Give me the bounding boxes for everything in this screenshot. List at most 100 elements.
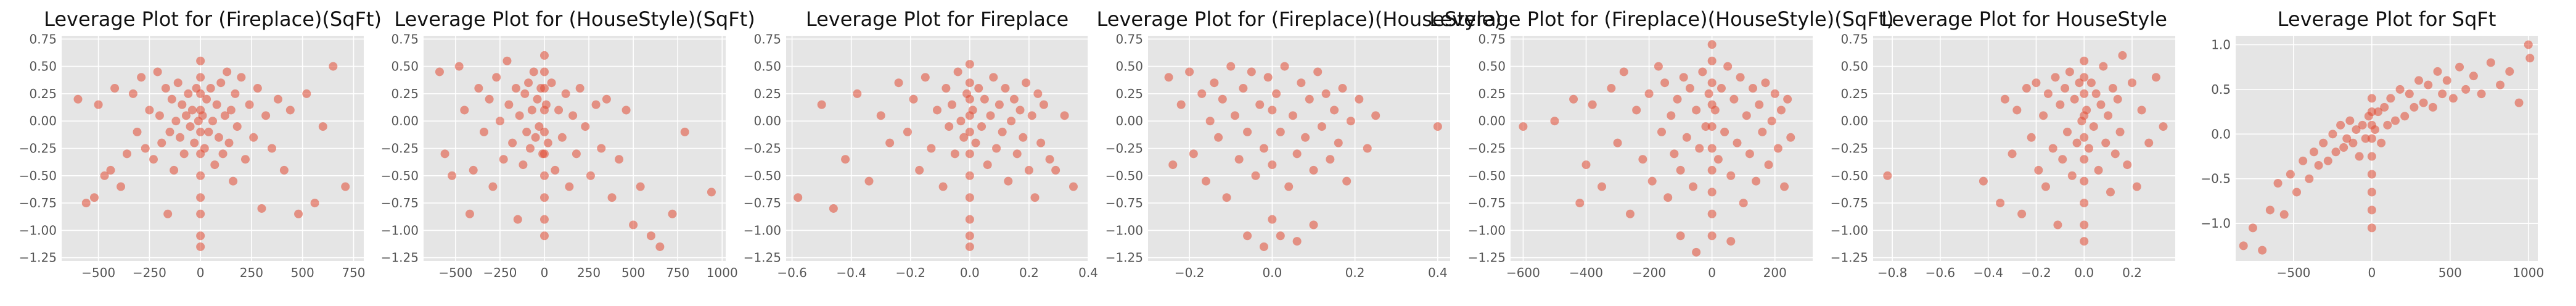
data-point xyxy=(2080,176,2089,186)
data-point xyxy=(2110,149,2120,159)
y-tick-label: 0.00 xyxy=(753,114,781,128)
data-point xyxy=(2043,89,2053,98)
data-point xyxy=(540,149,549,159)
data-point xyxy=(965,215,974,224)
data-point xyxy=(2008,149,2017,159)
data-point xyxy=(2080,89,2089,98)
data-point xyxy=(1247,67,1256,76)
data-point xyxy=(2358,120,2367,130)
data-point xyxy=(1301,133,1310,142)
data-point xyxy=(965,127,974,136)
data-point xyxy=(220,111,229,120)
chart-title: Leverage Plot for SqFt xyxy=(2278,7,2496,31)
data-point xyxy=(1305,94,1314,104)
data-point xyxy=(519,160,528,170)
data-point xyxy=(1338,84,1347,93)
data-point xyxy=(1698,67,1707,76)
y-tick-label: 0.00 xyxy=(391,114,419,128)
data-point xyxy=(1355,94,1364,104)
data-point xyxy=(2299,156,2308,165)
data-point xyxy=(1598,182,1607,191)
data-point xyxy=(223,67,232,76)
y-tick-label: −0.75 xyxy=(744,196,781,210)
data-point xyxy=(1654,62,1663,71)
data-point xyxy=(1045,155,1054,164)
data-points xyxy=(435,51,716,251)
y-tick-label: −0.5 xyxy=(2201,172,2231,186)
data-point xyxy=(2080,155,2089,164)
data-point xyxy=(196,193,205,202)
data-point xyxy=(1039,100,1048,109)
data-point xyxy=(575,84,585,93)
data-point xyxy=(1346,117,1355,126)
data-point xyxy=(1268,105,1277,115)
plot-area xyxy=(2236,36,2538,261)
data-point xyxy=(707,188,716,197)
data-point xyxy=(841,155,850,164)
data-point xyxy=(149,155,158,164)
data-point xyxy=(2355,152,2364,161)
data-point xyxy=(1742,111,1751,120)
x-tick-label: 0.0 xyxy=(960,265,980,280)
data-point xyxy=(817,100,826,109)
data-point xyxy=(2070,94,2079,104)
data-point xyxy=(1019,133,1028,142)
data-point xyxy=(81,199,91,208)
data-point xyxy=(2265,205,2275,215)
y-tick-label: −0.25 xyxy=(1831,141,1868,156)
x-tick-label: 250 xyxy=(577,265,601,280)
y-tick-label: 0.75 xyxy=(1478,31,1506,46)
data-point xyxy=(1168,160,1178,170)
data-point xyxy=(200,144,209,153)
data-point xyxy=(181,111,191,120)
data-point xyxy=(2099,62,2108,71)
x-tick-label: −500 xyxy=(438,265,472,280)
data-point xyxy=(341,182,350,191)
data-point xyxy=(794,193,803,202)
data-point xyxy=(1342,176,1352,186)
data-point xyxy=(565,182,574,191)
data-point xyxy=(2438,89,2447,99)
data-point xyxy=(1259,144,1268,153)
data-point xyxy=(196,209,205,218)
x-tick-label: 750 xyxy=(666,265,689,280)
x-tick-label: −400 xyxy=(1569,265,1603,280)
data-point xyxy=(460,105,469,115)
x-tick-label: −250 xyxy=(133,265,166,280)
y-tick-label: 0.50 xyxy=(1840,59,1868,74)
data-point xyxy=(1210,78,1219,88)
data-point xyxy=(145,105,154,115)
data-point xyxy=(261,111,271,120)
data-point xyxy=(224,138,234,147)
data-point xyxy=(933,105,941,115)
data-point xyxy=(245,100,254,109)
data-point xyxy=(2400,112,2410,121)
data-point xyxy=(2279,210,2289,219)
data-point xyxy=(178,100,187,109)
subplot-fireplace-housestyle: −0.2 0.0 0.2 0.4 −1.25 −1.00 −0.75 −0.50 −0.25 0.… xyxy=(1097,7,1502,280)
data-point xyxy=(2082,105,2091,115)
data-point xyxy=(956,117,966,126)
data-point xyxy=(1234,155,1244,164)
scatter-plot-svg: −0.8 −0.6 −0.4 −0.2 0.0 0.2 −1.25 −1.00 −0.75 −0.… xyxy=(1831,7,2175,280)
data-point xyxy=(285,105,295,115)
data-point xyxy=(454,62,464,71)
data-point xyxy=(2118,51,2127,60)
data-point xyxy=(2496,80,2505,89)
y-tick-label: −1.00 xyxy=(1105,223,1143,238)
data-point xyxy=(167,94,176,104)
data-point xyxy=(2072,138,2082,147)
data-point xyxy=(1007,117,1016,126)
data-point xyxy=(1717,84,1726,93)
data-point xyxy=(2041,182,2050,191)
scatter-plot-svg: −0.2 0.0 0.2 0.4 −1.25 −1.00 −0.75 −0.50 −0.25 0.… xyxy=(1097,7,1502,280)
x-tick-label: −0.4 xyxy=(1973,265,2003,280)
data-point xyxy=(533,94,542,104)
data-point xyxy=(1764,160,1773,170)
data-point xyxy=(2328,130,2337,139)
data-point xyxy=(196,231,205,241)
data-point xyxy=(1519,122,1528,131)
data-point xyxy=(1701,122,1710,131)
data-point xyxy=(1243,231,1252,241)
